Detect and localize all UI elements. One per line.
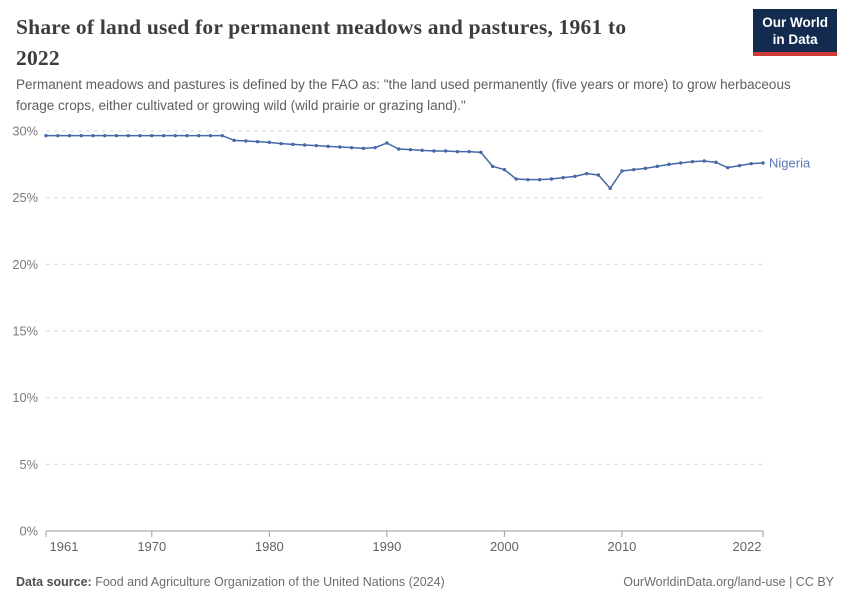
x-tick-1961: 1961 (50, 539, 79, 554)
data-point-nigeria-2009 (608, 186, 612, 191)
data-point-nigeria-1999 (490, 164, 495, 169)
x-tick-2000: 2000 (490, 539, 519, 554)
data-point-nigeria-1992 (408, 147, 413, 152)
data-point-nigeria-2006 (573, 174, 577, 179)
data-point-nigeria-1984 (314, 143, 319, 148)
data-point-nigeria-1975 (208, 133, 213, 138)
data-point-nigeria-1983 (302, 143, 307, 147)
data-point-nigeria-1987 (349, 145, 354, 150)
data-point-nigeria-2000 (502, 167, 507, 172)
chart-footer: Data source: Food and Agriculture Organi… (16, 575, 834, 589)
data-point-nigeria-1986 (338, 145, 342, 149)
data-point-nigeria-2002 (526, 177, 530, 182)
data-point-nigeria-2022 (761, 161, 765, 165)
data-point-nigeria-1973 (185, 133, 189, 138)
data-point-nigeria-1989 (373, 145, 377, 150)
data-point-nigeria-2021 (749, 161, 753, 166)
series-label-nigeria[interactable]: Nigeria (769, 156, 811, 171)
data-point-nigeria-1979 (255, 139, 260, 144)
data-point-nigeria-1998 (479, 150, 483, 155)
y-tick-30%: 30% (12, 124, 38, 139)
data-source-label: Data source: (16, 575, 92, 589)
data-point-nigeria-1997 (467, 149, 471, 154)
y-tick-5%: 5% (20, 457, 39, 472)
data-point-nigeria-1978 (244, 139, 248, 143)
data-point-nigeria-1970 (150, 133, 154, 138)
data-point-nigeria-1967 (114, 133, 119, 138)
data-point-nigeria-2001 (514, 177, 518, 181)
data-point-nigeria-2017 (702, 159, 706, 163)
data-point-nigeria-2015 (679, 161, 683, 165)
x-tick-2010: 2010 (607, 539, 636, 554)
data-point-nigeria-1993 (420, 148, 424, 153)
y-tick-0%: 0% (20, 524, 39, 539)
data-point-nigeria-1982 (291, 142, 295, 147)
data-point-nigeria-1969 (138, 133, 142, 138)
data-point-nigeria-1966 (103, 133, 107, 138)
data-point-nigeria-1977 (232, 138, 236, 143)
y-tick-15%: 15% (12, 324, 38, 339)
credit-link[interactable]: OurWorldinData.org/land-use | CC BY (623, 575, 834, 589)
y-tick-20%: 20% (12, 257, 38, 272)
data-point-nigeria-1985 (326, 144, 330, 149)
owid-logo-line1: Our World (762, 15, 828, 30)
data-point-nigeria-1961 (44, 133, 48, 138)
owid-logo[interactable]: Our World in Data (753, 9, 837, 56)
data-point-nigeria-2016 (690, 159, 695, 164)
data-point-nigeria-2010 (620, 169, 624, 173)
data-point-nigeria-1968 (126, 133, 130, 138)
data-point-nigeria-1971 (161, 133, 166, 138)
series-line-nigeria (45, 134, 764, 190)
data-point-nigeria-1991 (396, 147, 401, 151)
x-tick-1990: 1990 (372, 539, 401, 554)
data-point-nigeria-1988 (361, 146, 366, 151)
data-point-nigeria-2008 (596, 173, 601, 177)
x-tick-1980: 1980 (255, 539, 284, 554)
data-point-nigeria-2005 (561, 175, 565, 180)
data-point-nigeria-2018 (714, 160, 718, 165)
x-tick-2022: 2022 (733, 539, 762, 554)
chart-title: Share of land used for permanent meadows… (16, 12, 626, 74)
y-tick-25%: 25% (12, 190, 38, 205)
data-point-nigeria-2019 (726, 165, 730, 170)
y-tick-10%: 10% (12, 390, 38, 405)
data-point-nigeria-2020 (737, 163, 742, 168)
data-point-nigeria-2012 (643, 166, 648, 171)
data-point-nigeria-1964 (79, 133, 83, 138)
chart-title-line1: Share of land used for permanent meadows… (16, 15, 627, 39)
owid-logo-line2: in Data (772, 32, 818, 47)
data-point-nigeria-1972 (173, 133, 177, 138)
data-point-nigeria-1990 (385, 141, 389, 145)
data-point-nigeria-2004 (549, 177, 554, 181)
data-point-nigeria-2003 (537, 177, 542, 182)
data-point-nigeria-1995 (443, 149, 448, 153)
data-point-nigeria-1974 (197, 133, 201, 138)
chart-title-line2: 2022 (16, 46, 60, 70)
chart-subtitle: Permanent meadows and pastures is define… (16, 77, 791, 113)
data-point-nigeria-1981 (279, 141, 283, 146)
data-point-nigeria-2007 (584, 171, 589, 176)
data-point-nigeria-1962 (56, 133, 60, 138)
data-source: Data source: Food and Agriculture Organi… (16, 575, 445, 589)
data-point-nigeria-1980 (267, 140, 272, 145)
data-point-nigeria-1994 (432, 149, 436, 153)
data-point-nigeria-2011 (632, 167, 636, 172)
data-point-nigeria-1996 (455, 149, 460, 154)
data-point-nigeria-1965 (91, 133, 95, 138)
data-point-nigeria-1976 (220, 133, 225, 138)
x-tick-1970: 1970 (137, 539, 166, 554)
data-point-nigeria-2013 (655, 164, 659, 169)
data-source-text: Food and Agriculture Organization of the… (91, 575, 445, 589)
data-point-nigeria-2014 (667, 162, 671, 167)
data-point-nigeria-1963 (67, 133, 72, 138)
